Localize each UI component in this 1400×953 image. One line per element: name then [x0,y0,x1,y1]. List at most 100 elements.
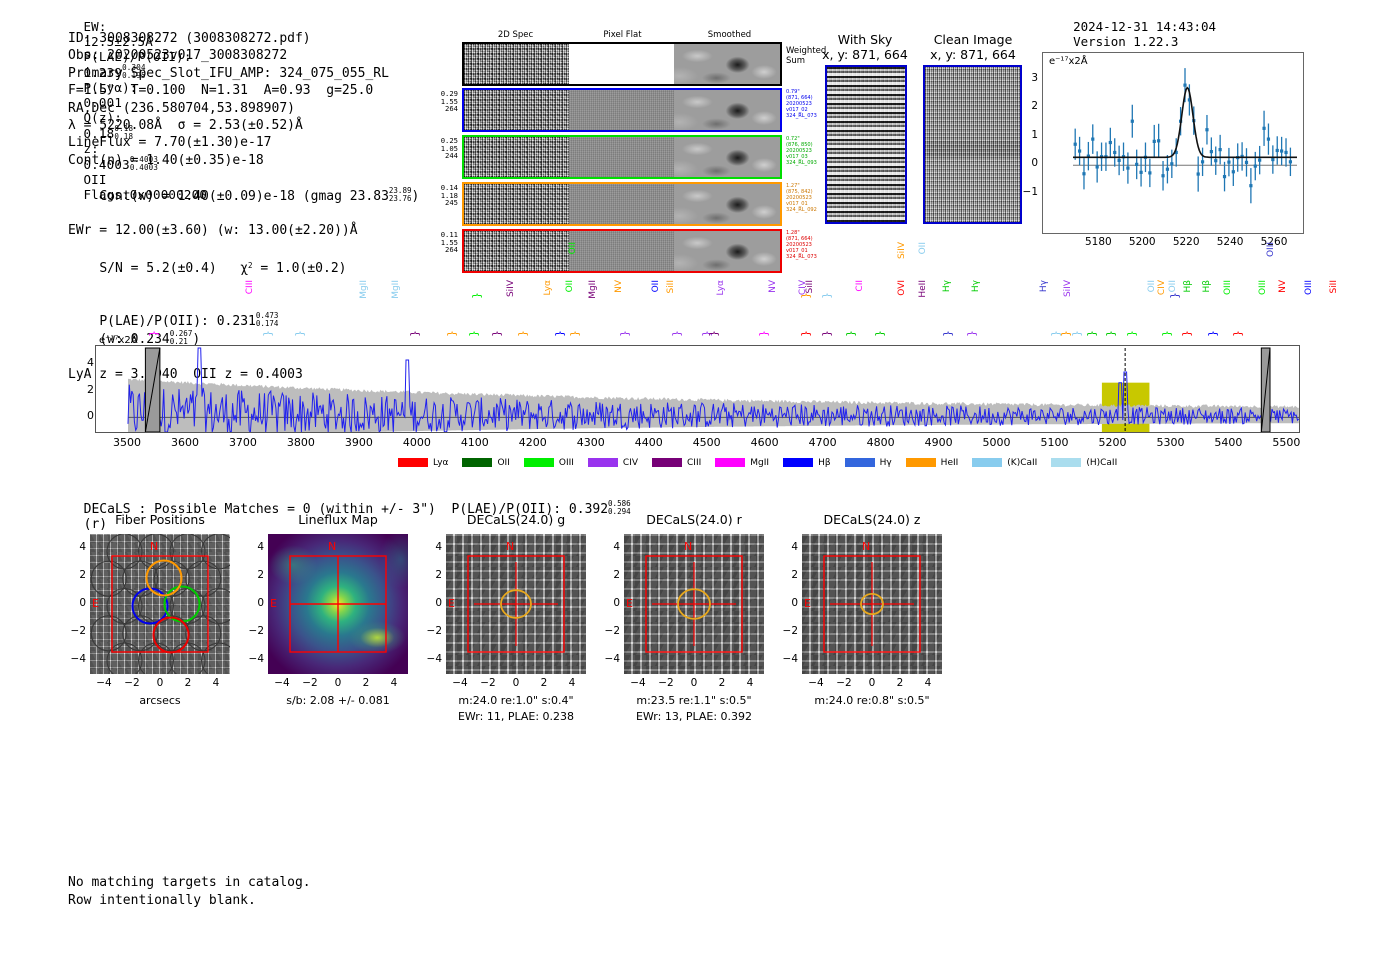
cutout-image[interactable] [90,534,230,674]
fiber-meta-3: 1.28" (871, 664) 20200523 v017_01 324_RL… [786,230,817,261]
line-marker-label: Lyα [542,280,553,296]
legend-item: (K)CaII [972,458,1037,468]
spectrum-xtick: 3800 [286,436,315,449]
fiber-row-3 [462,229,782,273]
z-upper: 0.4003 [129,155,159,164]
cont-w-close: ) [411,188,420,204]
cutout-xlabel: m:24.0 re:0.8" s:0.5" [814,694,930,707]
info-line-plae: P(LAE)/P(OII): 0.2310.473 0.174 (w: 0.234… [68,295,419,366]
footer-message: No matching targets in catalog. Row inte… [68,874,311,909]
timestamp: 2024-12-31 14:43:04 [1073,19,1217,34]
line-marker-label: SiIV [505,280,516,298]
plae-value: 0.239 [83,64,123,80]
weighted-sum-row [462,42,782,86]
cutout-ytick: 2 [257,569,264,581]
cutout-ytick: −4 [248,653,264,665]
cutout-xtick: 0 [512,677,520,689]
gmag-lower: 23.76 [388,193,412,203]
line-marker-brace: { [293,330,307,337]
col-header-smoothed: Smoothed [707,30,752,40]
cutout-caption: EWr: 13, PLAE: 0.392 [635,710,753,723]
emission-ytick: 1 [1031,128,1038,141]
cutout-image[interactable] [624,534,764,674]
with-sky-image [825,65,907,224]
cutout-ytick: −4 [70,653,86,665]
line-marker-brace: { [1231,330,1245,337]
footer-line-1: No matching targets in catalog. [68,875,311,890]
decals-lower: 0.294 [608,507,631,516]
with-sky-title: With Sky [837,32,893,47]
header-timestamp-block: 2024-12-31 14:43:04 Version 1.22.3 [1058,4,1224,49]
cutout-ytick: 4 [613,541,620,553]
info-line-obs: Obs: 20200523v017_3008308272 [68,48,288,64]
spectrum-xtick: 4800 [866,436,895,449]
fiber-row-1 [462,135,782,179]
full-spectrum-svg [95,345,1300,433]
emission-ytick: 0 [1031,157,1038,170]
line-marker-label: NV [614,280,625,293]
line-marker-brace: { [408,330,422,337]
cutout-image[interactable] [268,534,408,674]
cutout-xtick: −2 [658,677,674,689]
plae-detail-text: P(LAE)/P(OII): 0.231 [99,314,256,329]
legend-item: MgII [715,458,769,468]
line-marker-brace: { [1070,330,1084,337]
spectrum-xtick: 5200 [1098,436,1127,449]
line-marker-brace: { [517,330,531,337]
legend-label: CIII [687,457,702,468]
decals-text: DECaLS : Possible Matches = 0 (within +/… [83,501,609,517]
legend-label: Hγ [879,457,892,468]
spectrum-xtick: 4000 [402,436,431,449]
cutout-title: Lineflux Map [298,512,378,527]
line-marker-brace: { [491,330,504,337]
cutout-ytick: 2 [79,569,86,581]
line-marker-label: CII [854,280,865,292]
chisq-exponent: 2 [248,261,253,271]
cutout-image[interactable] [446,534,586,674]
legend-label: HeII [940,457,959,468]
with-sky-cutout: With Sky x, y: 871, 664 [820,32,910,224]
qz-upper: 0.18 [114,124,134,133]
cutout-xtick: −4 [452,677,468,689]
plya-value: 0.001 [83,95,123,110]
legend-swatch [652,458,683,467]
decals-upper: 0.586 [608,499,631,508]
weighted-sum-label: Weighted Sum [786,46,827,66]
clean-image-pixels [923,65,1022,224]
cutout-ytick: −2 [426,625,442,637]
legend-swatch [715,458,746,467]
line-marker-brace: { [670,330,684,337]
line-marker-brace: { [873,330,887,337]
line-marker-label: MgII [588,280,598,299]
legend-swatch [1051,458,1082,467]
emission-xtick: 5260 [1260,236,1288,248]
cutout-panel-2: DECaLS(24.0) g N E 4 2 0 −2 −4 −4 −2 0 2 4 m:24.0 re:… [427,512,604,723]
clean-image-title: Clean Image [933,32,1013,47]
cutout-xtick: −2 [124,677,140,689]
line-marker-label: OII [650,280,661,293]
spectrum-xtick: 3600 [170,436,199,449]
legend-label: MgII [750,457,770,468]
line-marker-label: SiII [1328,280,1339,294]
info-line-lineflux: LineFlux = 7.70(±1.30)e-17 [68,135,272,151]
line-marker-label: SiII [666,280,677,294]
line-marker-brace: { [1169,292,1183,299]
cutout-ytick: −4 [426,653,442,665]
gmag-upper: 23.89 [388,185,412,195]
line-marker-label: SiIV [1063,280,1074,298]
cutout-xtick: 4 [212,677,220,689]
cont-w-text: Cont(w) = 1.40(±0.09)e-18 (gmag 23.83 [99,188,389,204]
cutout-title: Fiber Positions [115,512,205,527]
emission-ytick: 3 [1031,72,1038,85]
compass-north: N [328,540,337,553]
legend-swatch [398,458,428,467]
line-marker-brace: { [821,330,835,337]
legend-swatch [587,458,618,467]
cutout-image[interactable] [802,534,942,674]
fiber-meta-0: 0.79" (871, 664) 20200523 v017_02 324_RL… [786,89,817,120]
legend-label: (H)CaII [1086,457,1118,468]
spectrum-xtick: 3500 [113,436,141,449]
plya-label: P(Lyα): [83,80,138,95]
line-marker-label: OII [1147,280,1158,293]
qz-label: Q(z): [83,110,123,125]
